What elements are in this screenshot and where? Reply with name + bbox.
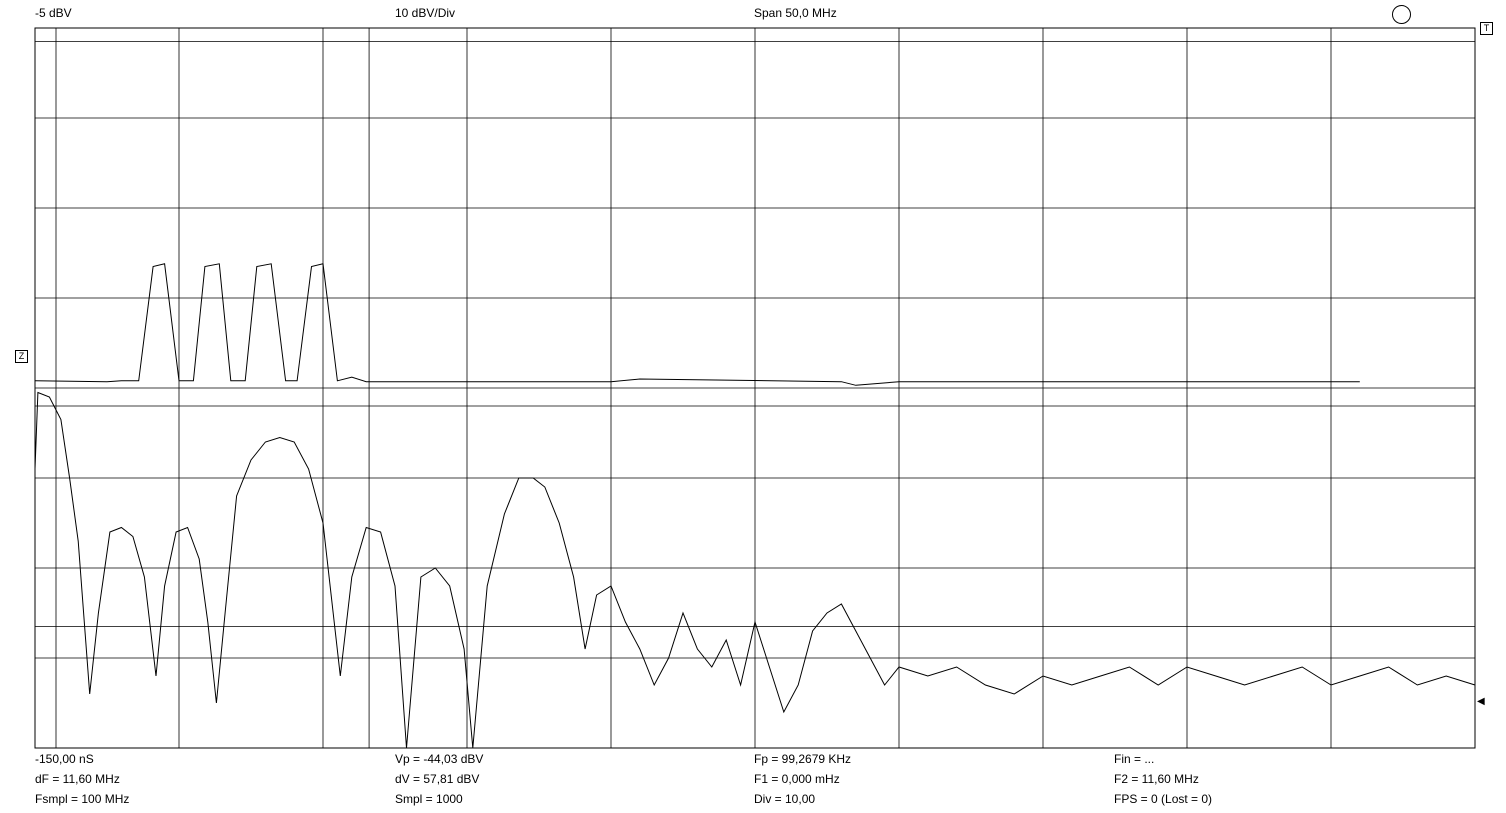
right-arrow-icon[interactable]: ◀ [1477, 696, 1485, 707]
spectrum-trace-line [34, 391, 1476, 749]
frequency-span: Span 50,0 MHz [754, 6, 837, 20]
traces [34, 263, 1476, 749]
peak-frequency: Fp = 99,2679 KHz [754, 752, 852, 766]
delta-frequency: dF = 11,60 MHz [35, 772, 120, 786]
division-value: Div = 10,00 [754, 792, 816, 806]
scale-per-division: 10 dBV/Div [395, 6, 456, 20]
cursor-lines[interactable] [35, 28, 1475, 748]
spectrum-plot[interactable] [0, 0, 1506, 760]
sample-count: Smpl = 1000 [395, 792, 463, 806]
zero-marker-icon[interactable]: Z [15, 350, 28, 363]
circle-icon[interactable] [1392, 5, 1411, 24]
reference-level: -5 dBV [35, 6, 72, 20]
grid [34, 27, 1476, 749]
peak-voltage: Vp = -44,03 dBV [395, 752, 484, 766]
delta-voltage: dV = 57,81 dBV [395, 772, 480, 786]
input-frequency: Fin = ... [1114, 752, 1155, 766]
frames-per-second: FPS = 0 (Lost = 0) [1114, 792, 1213, 806]
cursor-f2: F2 = 11,60 MHz [1114, 772, 1199, 786]
sample-frequency: Fsmpl = 100 MHz [35, 792, 130, 806]
time-domain-trace-line [34, 263, 1360, 386]
cursor-f1: F1 = 0,000 mHz [754, 772, 840, 786]
time-offset: -150,00 nS [35, 752, 94, 766]
trigger-marker-icon[interactable]: T [1480, 22, 1493, 35]
